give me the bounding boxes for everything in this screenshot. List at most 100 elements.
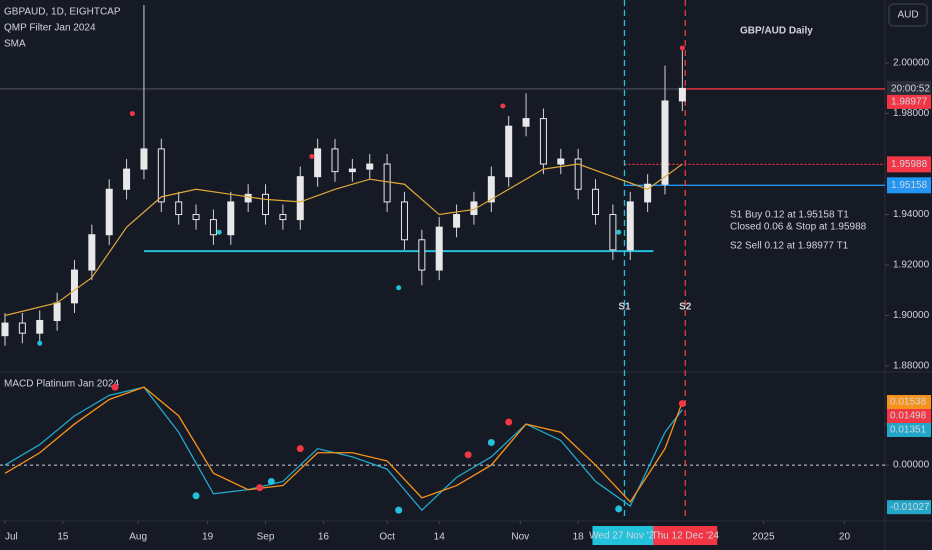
- scale-box: [887, 423, 931, 438]
- x-tick-label: Aug: [129, 532, 147, 543]
- indicator: SMA: [4, 39, 26, 50]
- candle-body: [296, 176, 304, 221]
- y-tick-label: 1.92000: [893, 260, 930, 271]
- macd-line: [4, 386, 683, 512]
- candle-body: [279, 214, 287, 221]
- price-box: [887, 94, 931, 109]
- candle-body: [592, 188, 600, 216]
- candle-body: [123, 168, 131, 190]
- scale-box: [887, 409, 931, 424]
- event-label: Wed 27 Nov '24: [589, 531, 660, 542]
- macd-signal: [464, 451, 472, 459]
- y-tick-label: 1.98000: [893, 108, 930, 119]
- candle-body: [435, 226, 443, 271]
- candle-body: [244, 193, 252, 203]
- x-tick-label: 15: [57, 532, 69, 543]
- candle-body: [175, 201, 183, 216]
- event-box: [592, 526, 657, 545]
- macd-signal: [267, 477, 275, 485]
- macd-signal: [111, 383, 119, 391]
- candle-body: [418, 239, 426, 271]
- candle-body: [522, 118, 530, 127]
- candle-body: [192, 214, 200, 221]
- signal-dot: [396, 285, 402, 291]
- y-tick-label: 1.90000: [893, 310, 930, 321]
- y-tick-label: 0.00000: [893, 460, 930, 471]
- scale-label: -0.01027: [890, 502, 930, 513]
- signal-dot: [679, 45, 685, 51]
- x-tick-label: 20: [839, 532, 851, 543]
- candle-body: [105, 188, 113, 236]
- event-name: S2: [679, 302, 692, 313]
- scale-label: 0.01351: [890, 425, 927, 436]
- signal-dot: [616, 229, 622, 235]
- candle-body: [626, 201, 634, 251]
- candle-body: [262, 193, 270, 216]
- macd-signal: [192, 492, 200, 500]
- level-box: [887, 177, 931, 194]
- candle-body: [18, 322, 26, 334]
- x-tick-label: 14: [434, 532, 446, 543]
- candle-body: [557, 158, 565, 165]
- candle-body: [1, 322, 9, 337]
- candle-body: [661, 100, 669, 185]
- signal-dot: [129, 111, 135, 117]
- macd-signal: [678, 400, 686, 408]
- note: S2 Sell 0.12 at 1.98977 T1: [730, 241, 849, 252]
- scale-label: 0.01538: [890, 397, 927, 408]
- candle-body: [539, 118, 547, 165]
- candle-body: [140, 148, 148, 170]
- symbol: GBPAUD, 1D, EIGHTCAP: [4, 7, 121, 18]
- currency[interactable]: AUD: [897, 10, 918, 21]
- event-name: S1: [618, 302, 631, 313]
- level-label: 1.95158: [891, 180, 928, 191]
- candle-body: [331, 148, 339, 173]
- macd-line: [4, 386, 683, 504]
- macd-signal: [615, 505, 623, 513]
- event-label: Thu 12 Dec '24: [652, 531, 720, 542]
- currency-button[interactable]: [888, 3, 928, 27]
- chart-title: GBP/AUD Daily: [740, 26, 813, 37]
- macd-signal: [487, 439, 495, 447]
- scale-box: [887, 395, 931, 410]
- candle-body: [88, 234, 96, 271]
- signal-dot: [37, 340, 43, 346]
- note: S1 Buy 0.12 at 1.95158 T1: [730, 210, 849, 221]
- candle-body: [70, 269, 78, 304]
- candle-body: [157, 148, 165, 203]
- scale-box: [887, 500, 931, 515]
- x-tick-label: 16: [318, 532, 330, 543]
- macd-signal: [505, 418, 513, 426]
- candle-body: [366, 163, 374, 170]
- countdown: 20:00:52: [891, 84, 930, 95]
- candle-body: [574, 158, 582, 190]
- note: Closed 0.06 & Stop at 1.95988: [730, 222, 867, 233]
- signal-dot: [216, 229, 222, 235]
- level-box: [887, 156, 931, 173]
- indicator: MACD Platinum Jan 2024: [4, 379, 119, 390]
- candle-body: [209, 219, 217, 236]
- x-tick-label: Jul: [5, 532, 18, 543]
- scale-label: 0.01498: [890, 411, 927, 422]
- candle-body: [400, 201, 408, 241]
- candle-body: [314, 148, 322, 178]
- y-tick-label: 1.88000: [893, 361, 930, 372]
- candle-body: [678, 87, 686, 102]
- macd-signal: [256, 484, 264, 492]
- x-tick-label: Sep: [257, 532, 275, 543]
- x-tick-label: 2025: [752, 532, 775, 543]
- candle-body: [53, 302, 61, 322]
- macd-signal: [296, 445, 304, 453]
- candle-body: [644, 183, 652, 203]
- candle-body: [348, 168, 356, 173]
- price-label: 1.98977: [891, 97, 928, 108]
- y-tick-label: 2.00000: [893, 58, 930, 69]
- x-tick-label: Nov: [511, 532, 529, 543]
- x-tick-label: Oct: [379, 532, 395, 543]
- x-tick-label: 18: [573, 532, 585, 543]
- sma-line: [4, 163, 683, 317]
- signal-dot: [309, 153, 315, 159]
- candle-body: [487, 176, 495, 203]
